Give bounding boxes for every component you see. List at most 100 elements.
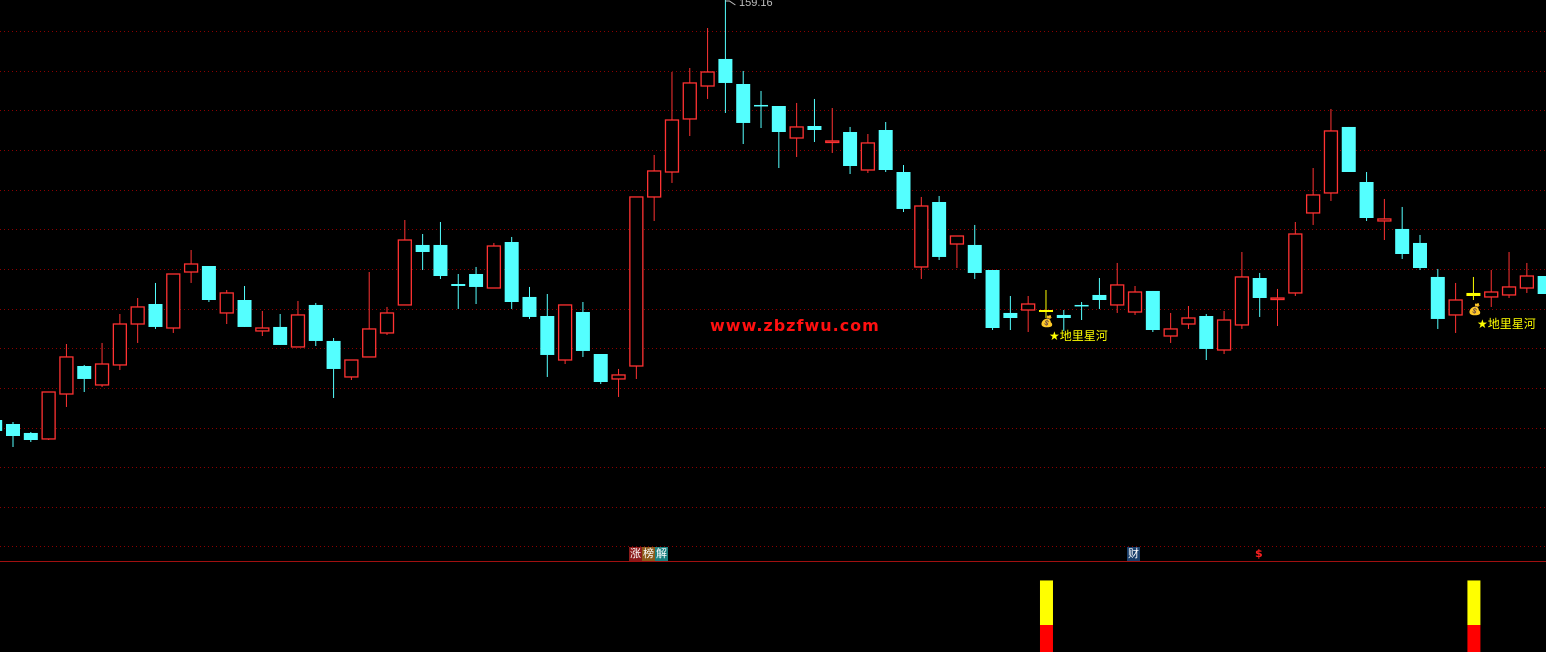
candle-body-down bbox=[1092, 294, 1107, 300]
candle-body-up bbox=[1305, 194, 1321, 214]
event-markers-zhang-bang-jie[interactable]: 涨 榜 解 bbox=[629, 547, 668, 561]
candle-body-down bbox=[0, 420, 3, 431]
money-bag-icon: 💰 bbox=[1040, 315, 1054, 328]
candle-body-down bbox=[1145, 290, 1160, 330]
marker-zhang[interactable]: 涨 bbox=[629, 547, 642, 561]
candle-body-up bbox=[664, 119, 680, 173]
candle-body-down bbox=[593, 354, 608, 382]
candle-body-down bbox=[1395, 228, 1410, 254]
marker-jie[interactable]: 解 bbox=[655, 547, 668, 561]
candle-body-signal bbox=[1466, 292, 1481, 296]
max-price-label: 159.16 bbox=[739, 0, 773, 9]
candle-body-up bbox=[1501, 286, 1517, 296]
candle-body-up bbox=[362, 328, 377, 358]
signal-label: ★地里星河 bbox=[1477, 317, 1536, 331]
candle-body-up bbox=[1163, 328, 1178, 337]
candle-body-up bbox=[183, 263, 199, 273]
candle-body-up bbox=[94, 363, 110, 386]
candle-body-up bbox=[397, 239, 412, 306]
signal-label: ★地里星河 bbox=[1049, 329, 1108, 343]
candle-body-up bbox=[59, 356, 74, 395]
candle-body-up bbox=[682, 82, 697, 120]
candle-body-up bbox=[611, 374, 626, 380]
candle-body-down bbox=[878, 130, 893, 170]
candle-body-down bbox=[932, 202, 947, 257]
event-marker-cai[interactable]: 财 bbox=[1127, 547, 1140, 561]
candle-body-down bbox=[967, 244, 982, 273]
candle-body-up bbox=[344, 359, 359, 378]
candle-body-down bbox=[771, 106, 786, 132]
candle-body-down bbox=[1359, 182, 1374, 218]
candle-body-up bbox=[1448, 299, 1463, 316]
candle-body-down bbox=[754, 104, 769, 107]
candle-body-up bbox=[860, 142, 876, 171]
candle-body-up bbox=[629, 196, 644, 367]
candle-body-down bbox=[1003, 312, 1018, 318]
candle-body-up bbox=[1377, 218, 1392, 222]
max-price-pointer bbox=[725, 0, 736, 6]
candle-body-up bbox=[1127, 291, 1143, 313]
candle-body-up bbox=[1110, 284, 1125, 306]
money-bag-icon: 💰 bbox=[1468, 303, 1482, 316]
candle-body-up bbox=[1021, 303, 1036, 311]
dollar-icon[interactable]: $ bbox=[1255, 547, 1263, 560]
candle-body-down bbox=[1412, 242, 1427, 268]
candle-body-down bbox=[77, 366, 92, 379]
candle-body-down bbox=[237, 300, 252, 327]
candle-body-down bbox=[1341, 126, 1356, 172]
candle-body-up bbox=[949, 235, 965, 245]
candle-body-down bbox=[1537, 276, 1546, 294]
candle-body-down bbox=[451, 284, 466, 286]
candle-body-down bbox=[201, 266, 216, 300]
watermark: www.zbzfwu.com bbox=[710, 316, 880, 335]
candle-body-down bbox=[1199, 316, 1214, 349]
candle-body-down bbox=[807, 126, 822, 130]
candle-body-up bbox=[700, 71, 715, 87]
candle-body-down bbox=[1252, 278, 1267, 298]
candle-body-down bbox=[1056, 314, 1071, 318]
candle-body-down bbox=[415, 244, 430, 252]
candle-body-up bbox=[166, 273, 181, 329]
candle-body-signal bbox=[1038, 310, 1053, 312]
candle-body-up bbox=[290, 314, 306, 348]
candle-body-down bbox=[575, 312, 590, 351]
candle-body-down bbox=[522, 296, 537, 317]
candle-body-up bbox=[557, 304, 573, 361]
candle-body-up bbox=[130, 306, 145, 325]
candle-body-down bbox=[985, 270, 1000, 328]
marker-cai[interactable]: 财 bbox=[1127, 547, 1140, 561]
candle-body-down bbox=[540, 316, 555, 355]
event-marker-dollar[interactable]: $ bbox=[1254, 547, 1264, 561]
candle-body-down bbox=[308, 304, 323, 341]
indicator-bar-red bbox=[1039, 625, 1053, 652]
candle-body-up bbox=[112, 323, 128, 366]
candle-body-up bbox=[789, 126, 804, 139]
candle-body-up bbox=[255, 327, 270, 332]
indicator-bar-yellow bbox=[1039, 580, 1053, 625]
candle-body-down bbox=[718, 58, 733, 83]
candle-body-down bbox=[1074, 304, 1089, 307]
candle-body-up bbox=[647, 170, 662, 198]
candle-body-down bbox=[6, 424, 20, 436]
indicator-bar-red bbox=[1467, 625, 1481, 652]
candle-body-down bbox=[433, 244, 448, 276]
candle-body-down bbox=[504, 242, 519, 302]
candle-body-up bbox=[914, 205, 929, 268]
candle-body-up bbox=[1181, 317, 1196, 325]
candle-body-up bbox=[486, 245, 502, 289]
candle-body-down bbox=[1430, 276, 1445, 319]
candle-body-up bbox=[1484, 291, 1499, 298]
candle-body-down bbox=[23, 432, 38, 440]
candle-body-up bbox=[1270, 297, 1285, 301]
candle-body-up bbox=[1323, 130, 1339, 194]
indicator-bar-yellow bbox=[1467, 580, 1481, 625]
candle-body-down bbox=[273, 326, 288, 345]
candle-body-up bbox=[825, 140, 840, 144]
candle-body-down bbox=[843, 132, 858, 166]
candle-body-down bbox=[896, 172, 911, 209]
candle-body-up bbox=[1519, 275, 1534, 289]
candle-body-up bbox=[379, 312, 395, 334]
candle-body-up bbox=[41, 391, 56, 440]
marker-bang[interactable]: 榜 bbox=[642, 547, 655, 561]
